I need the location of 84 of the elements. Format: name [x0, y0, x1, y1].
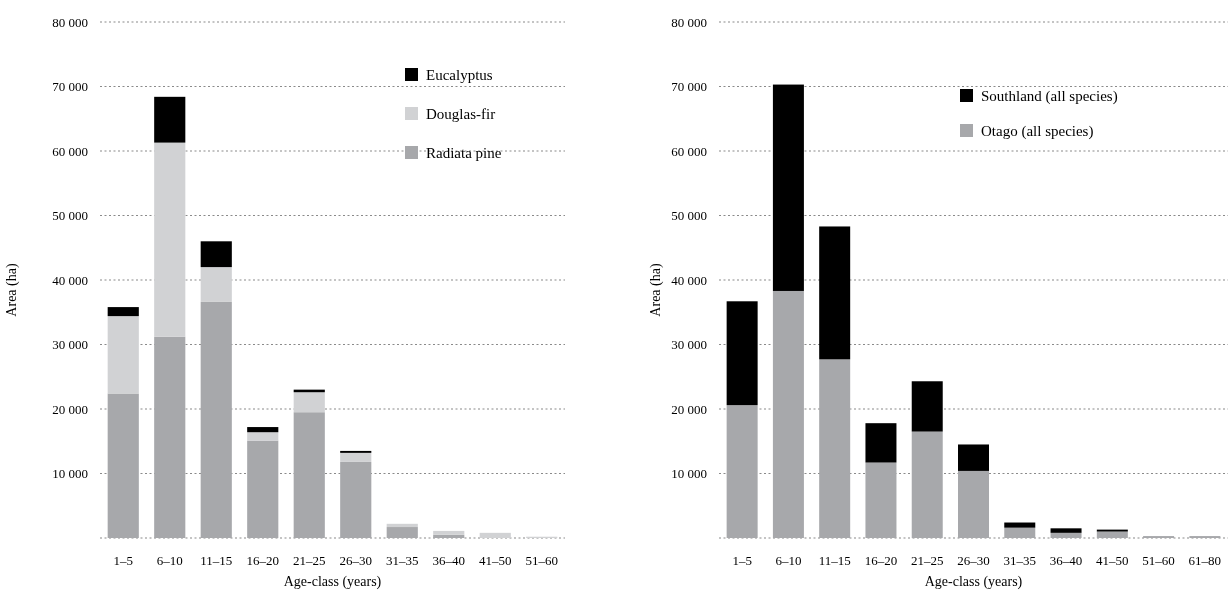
x-tick-label: 61–80: [1188, 553, 1222, 568]
bar: [865, 462, 897, 538]
bar: [386, 523, 418, 528]
bar: [107, 393, 139, 538]
bar: [1004, 527, 1036, 538]
x-tick-label: 26–30: [957, 553, 990, 568]
x-tick-label: 41–50: [479, 553, 512, 568]
bar: [293, 392, 325, 413]
bar: [1050, 528, 1082, 533]
bar: [200, 301, 232, 538]
bar: [772, 290, 804, 538]
x-tick-label: 36–40: [1049, 553, 1083, 568]
legend-label: Otago (all species): [981, 123, 1094, 141]
bar: [340, 461, 372, 538]
x-axis-title: Age-class (years): [924, 574, 1023, 590]
bar: [911, 431, 943, 538]
bar: [958, 470, 989, 538]
y-axis-title: Area (ha): [4, 263, 20, 317]
y-tick-label: 80 000: [671, 14, 707, 30]
bar: [433, 530, 465, 535]
x-tick-label: 11–15: [818, 553, 851, 568]
legend-label: Douglas-fir: [426, 106, 496, 123]
y-tick-label: 50 000: [52, 208, 88, 224]
x-tick-label: 51–60: [525, 553, 558, 568]
bar: [386, 527, 418, 538]
x-tick-label: 11–15: [200, 553, 233, 568]
legend-label: Eucalyptus: [426, 67, 493, 84]
x-tick-label: 31–35: [1003, 553, 1037, 568]
y-tick-label: 50 000: [671, 208, 707, 224]
bar: [293, 412, 325, 538]
bar: [247, 427, 279, 433]
legend-label: Radiata pine: [426, 145, 502, 162]
x-tick-label: 6–10: [775, 553, 802, 568]
bar: [726, 301, 758, 406]
x-tick-label: 36–40: [432, 553, 465, 568]
y-tick-label: 70 000: [52, 79, 88, 95]
bar: [726, 405, 758, 538]
x-tick-label: 16–20: [864, 553, 898, 568]
bar: [1050, 532, 1082, 538]
bar: [772, 84, 804, 291]
x-tick-label: 21–25: [910, 553, 944, 568]
y-tick-label: 20 000: [52, 401, 88, 417]
bar: [247, 440, 279, 538]
bar: [107, 316, 139, 394]
legend-label: Southland (all species): [981, 88, 1118, 106]
bar: [433, 534, 465, 538]
x-tick-label: 1–5: [732, 553, 752, 568]
bar: [479, 532, 511, 538]
bar: [958, 444, 989, 471]
x-tick-label: 51–60: [1142, 553, 1175, 568]
x-axis-title: Age-class (years): [283, 574, 382, 590]
y-tick-label: 20 000: [671, 401, 707, 417]
bar: [911, 381, 943, 432]
y-tick-label: 70 000: [671, 79, 707, 95]
bar: [247, 432, 279, 441]
x-tick-label: 21–25: [293, 553, 326, 568]
bar: [200, 241, 232, 268]
y-tick-label: 10 000: [671, 466, 707, 482]
y-tick-label: 40 000: [671, 272, 707, 288]
bar: [340, 452, 372, 462]
y-tick-label: 10 000: [52, 466, 88, 482]
x-tick-label: 16–20: [246, 553, 279, 568]
bar: [819, 226, 851, 360]
bar: [865, 423, 897, 463]
bar: [154, 336, 186, 538]
y-tick-label: 60 000: [52, 143, 88, 159]
y-tick-label: 80 000: [52, 14, 88, 30]
y-tick-label: 30 000: [52, 337, 88, 353]
x-tick-label: 41–50: [1096, 553, 1129, 568]
x-tick-label: 6–10: [156, 553, 183, 568]
y-tick-label: 60 000: [671, 143, 707, 159]
bar: [1004, 522, 1036, 528]
y-tick-label: 30 000: [671, 337, 707, 353]
bar: [154, 96, 186, 143]
x-tick-label: 31–35: [386, 553, 419, 568]
bar: [154, 142, 186, 337]
x-tick-label: 1–5: [113, 553, 133, 568]
bar: [107, 307, 139, 317]
y-tick-label: 40 000: [52, 272, 88, 288]
bar: [1096, 531, 1128, 538]
bar: [200, 267, 232, 302]
bar: [819, 359, 851, 538]
x-tick-label: 26–30: [339, 553, 372, 568]
y-axis-title: Area (ha): [648, 263, 664, 317]
